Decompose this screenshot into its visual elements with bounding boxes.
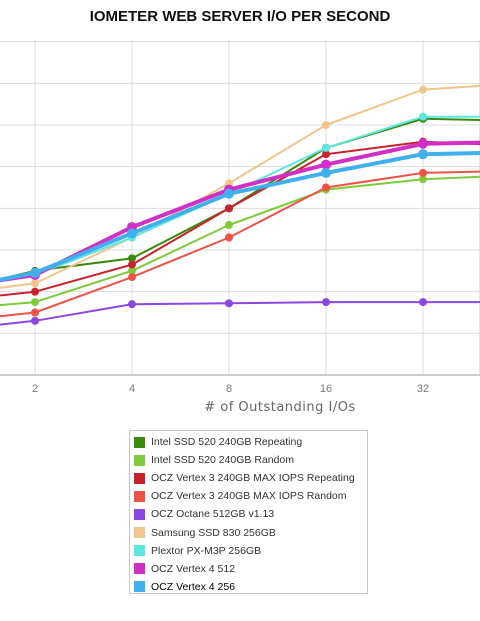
legend-swatch [134, 490, 145, 502]
data-point [31, 279, 39, 288]
x-tick-label: 4 [129, 383, 135, 395]
data-point [30, 267, 40, 278]
legend-label: OCZ Vertex 3 240GB MAX IOPS Random [151, 490, 347, 503]
legend-swatch [134, 454, 145, 466]
data-point [127, 228, 137, 239]
legend-item: OCZ Vertex 4 256 [130, 578, 367, 596]
data-point [128, 260, 136, 269]
legend-item: Intel SSD 520 240GB Random [130, 451, 367, 469]
data-point [225, 299, 233, 308]
data-point [31, 316, 39, 325]
legend-swatch [134, 581, 145, 593]
data-point [128, 254, 136, 263]
series-7 [0, 138, 480, 283]
legend-item: OCZ Vertex 3 240GB MAX IOPS Repeating [130, 469, 367, 487]
series-5 [0, 84, 480, 289]
data-point [419, 112, 427, 121]
grid-lines [0, 40, 480, 375]
x-tick-label: 2 [32, 383, 38, 395]
data-point [31, 287, 39, 296]
chart-title: IOMETER WEB SERVER I/O PER SECOND [89, 8, 391, 25]
legend-label: Samsung SSD 830 256GB [151, 526, 276, 539]
legend-label: Intel SSD 520 240GB Repeating [151, 436, 303, 449]
series-line [0, 140, 480, 283]
data-point [418, 138, 428, 149]
data-point [224, 188, 234, 199]
series-0 [0, 114, 480, 281]
data-point [225, 221, 233, 229]
series-8 [0, 149, 480, 282]
data-point [225, 233, 233, 242]
data-point [322, 143, 330, 152]
legend-label: OCZ Octane 512GB v1.13 [151, 508, 275, 521]
data-point [128, 300, 136, 309]
data-point [321, 159, 331, 170]
series-line [0, 175, 480, 307]
legend-item: Plextor PX-M3P 256GB [130, 542, 367, 560]
data-point [419, 85, 427, 94]
series-3 [0, 168, 480, 318]
legend: Intel SSD 520 240GB Repeating Intel SSD 5… [129, 430, 368, 594]
legend-swatch [134, 563, 145, 575]
data-point [128, 266, 136, 275]
data-point [419, 298, 427, 307]
series-line [0, 170, 480, 318]
series-6 [0, 112, 480, 283]
data-point [322, 121, 330, 129]
legend-label: OCZ Vertex 3 240GB MAX IOPS Repeating [151, 472, 355, 485]
x-tick-labels: 2 4 8 16 32 [32, 383, 429, 395]
data-point [322, 298, 330, 307]
data-point [31, 298, 39, 307]
legend-label: Intel SSD 520 240GB Random [151, 454, 295, 467]
legend-item: OCZ Octane 512GB v1.13 [130, 505, 367, 523]
x-axis-label: # of Outstanding I/Os [204, 400, 356, 415]
legend-item: OCZ Vertex 3 240GB MAX IOPS Random [130, 487, 367, 505]
series-line [0, 301, 480, 326]
legend-item: Intel SSD 520 240GB Repeating [130, 433, 367, 451]
legend-label: OCZ Vertex 4 256 [151, 580, 236, 593]
series-4 [0, 298, 480, 326]
data-point [419, 168, 427, 177]
x-tick-label: 8 [226, 383, 232, 395]
legend-swatch [134, 527, 145, 539]
data-point [322, 150, 330, 159]
legend-swatch [134, 545, 145, 557]
legend-item: OCZ Vertex 4 512 [130, 560, 367, 578]
data-point [225, 204, 233, 213]
data-point [128, 273, 136, 282]
legend-label: OCZ Vertex 4 512 [151, 562, 236, 575]
legend-item: Samsung SSD 830 256GB [130, 523, 367, 541]
data-point [418, 149, 428, 160]
data-point [31, 308, 39, 317]
data-point [419, 175, 427, 184]
legend-swatch [134, 508, 145, 520]
data-point [321, 167, 331, 178]
data-point [322, 183, 330, 192]
legend-swatch [134, 472, 145, 484]
legend-swatch [134, 436, 145, 448]
x-tick-label: 32 [417, 383, 429, 395]
x-tick-label: 16 [320, 383, 332, 395]
series-layer [0, 84, 480, 326]
legend-label: Plextor PX-M3P 256GB [151, 544, 262, 557]
